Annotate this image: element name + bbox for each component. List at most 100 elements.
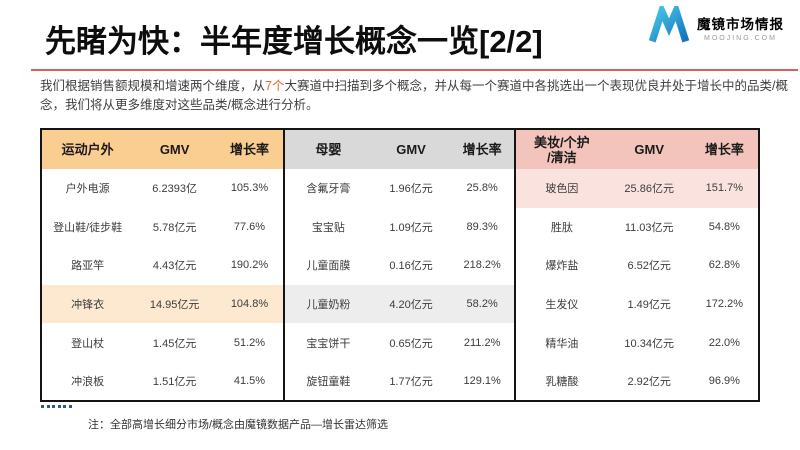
rate-cell: 41.5% — [233, 374, 266, 387]
table-row: 旋钮童鞋 1.77亿元 129.1% — [284, 362, 515, 401]
category-cell: 乳糖酸 — [545, 375, 579, 388]
table-row: 登山杖 1.45亿元 51.2% — [41, 323, 284, 362]
table-row-highlighted: 玻色因 25.86亿元 151.7% — [515, 169, 759, 208]
gmv-cell: 1.49亿元 — [627, 299, 671, 312]
gmv-cell: 0.16亿元 — [389, 260, 433, 273]
rate-cell: 22.0% — [708, 336, 740, 349]
table-row: 生发仪 1.49亿元 172.2% — [515, 285, 759, 324]
table-row: 宝宝贴 1.09亿元 89.3% — [284, 208, 515, 247]
table-beauty-personal-care: 美妆/个护 /清洁 GMV 增长率 玻色因 25.86亿元 151.7% 胜肽 … — [514, 128, 760, 402]
gmv-cell: 1.51亿元 — [152, 375, 197, 388]
category-cell: 登山鞋/徒步鞋 — [53, 221, 123, 234]
category-cell: 爆炸盐 — [545, 260, 579, 273]
gmv-cell: 11.03亿元 — [624, 221, 674, 234]
rate-cell: 104.8% — [215, 284, 284, 324]
rate-cell: 190.2% — [230, 259, 269, 272]
note-dots-decoration — [41, 405, 72, 408]
rate-cell: 105.3% — [230, 182, 269, 195]
rate-cell: 58.2% — [450, 284, 515, 324]
table-row-highlighted: 儿童奶粉 4.20亿元 58.2% — [284, 284, 515, 324]
category-cell: 宝宝饼干 — [306, 337, 351, 350]
page-title: 先睹为快：半年度增长概念一览[2/2] — [45, 24, 543, 59]
category-cell: 冲浪板 — [71, 375, 105, 388]
rate-cell: 62.8% — [708, 259, 740, 272]
table-row: 冲浪板 1.51亿元 41.5% — [41, 362, 284, 401]
gmv-cell: 2.92亿元 — [627, 375, 671, 388]
intro-text: 我们根据销售额规模和增速两个维度，从7个大赛道中扫描到多个概念，并从每一个赛道中… — [40, 77, 790, 115]
category-cell: 旋钮童鞋 — [306, 375, 351, 388]
category-cell: 登山杖 — [71, 337, 105, 350]
category-cell: 胜肽 — [550, 221, 573, 234]
gmv-cell: 4.20亿元 — [371, 284, 451, 324]
table-row: 含氟牙膏 1.96亿元 25.8% — [284, 169, 515, 208]
intro-pre: 我们根据销售额规模和增速两个维度，从 — [40, 79, 266, 93]
gmv-cell: 0.65亿元 — [389, 337, 433, 350]
moojing-m-icon — [648, 1, 690, 49]
intro-highlight: 7个 — [265, 79, 285, 93]
category-cell: 精华油 — [545, 337, 579, 350]
column-header-rate: 增长率 — [690, 129, 759, 169]
gmv-cell: 14.95亿元 — [133, 284, 216, 324]
gmv-cell: 1.96亿元 — [389, 183, 433, 196]
category-cell: 冲锋衣 — [41, 284, 134, 324]
gmv-cell: 6.52亿元 — [627, 260, 671, 273]
table-row: 精华油 10.34亿元 22.0% — [515, 323, 759, 362]
category-cell: 路亚竿 — [71, 260, 105, 273]
table-header-row: 母婴 GMV 增长率 — [284, 129, 515, 169]
table-row: 户外电源 6.2393亿 105.3% — [41, 169, 284, 208]
category-cell: 户外电源 — [65, 183, 110, 196]
rate-cell: 89.3% — [466, 220, 498, 233]
column-header-category: 母婴 — [284, 129, 372, 169]
rate-cell: 218.2% — [463, 259, 501, 272]
gmv-cell: 10.34亿元 — [624, 337, 674, 350]
table-row: 胜肽 11.03亿元 54.8% — [515, 208, 759, 247]
rate-cell: 77.6% — [233, 220, 266, 233]
column-header-category: 运动户外 — [41, 129, 134, 169]
rate-cell: 172.2% — [705, 298, 743, 311]
brand-name: 魔镜市场情报 — [697, 17, 784, 32]
gmv-cell: 5.78亿元 — [152, 221, 197, 234]
brand-logo: 魔镜市场情报 MOOJING.COM — [648, 1, 784, 49]
column-header-gmv: GMV — [133, 129, 216, 169]
category-cell: 儿童面膜 — [306, 260, 351, 273]
column-header-rate: 增长率 — [215, 129, 284, 169]
category-cell: 玻色因 — [515, 169, 608, 208]
category-cell: 儿童奶粉 — [284, 284, 372, 324]
table-row: 儿童面膜 0.16亿元 218.2% — [284, 246, 515, 285]
column-header-rate: 增长率 — [450, 129, 515, 169]
table-row: 乳糖酸 2.92亿元 96.9% — [515, 362, 759, 401]
table-header-row: 美妆/个护 /清洁 GMV 增长率 — [515, 129, 759, 169]
column-header-gmv: GMV — [607, 129, 691, 169]
table-row: 宝宝饼干 0.65亿元 211.2% — [284, 323, 515, 362]
table-row: 路亚竿 4.43亿元 190.2% — [41, 246, 284, 285]
category-cell: 宝宝贴 — [311, 221, 345, 234]
gmv-cell: 25.86亿元 — [607, 169, 691, 208]
table-row: 登山鞋/徒步鞋 5.78亿元 77.6% — [41, 208, 284, 247]
gmv-cell: 1.45亿元 — [152, 337, 197, 350]
rate-cell: 211.2% — [463, 336, 501, 349]
footnote: 注：全部高增长细分市场/概念由魔镜数据产品—增长雷达筛选 — [88, 419, 389, 431]
rate-cell: 25.8% — [466, 182, 498, 195]
title-divider — [31, 69, 798, 71]
rate-cell: 96.9% — [708, 374, 740, 387]
rate-cell: 151.7% — [690, 169, 759, 208]
gmv-cell: 1.09亿元 — [389, 221, 433, 234]
column-header-gmv: GMV — [371, 129, 451, 169]
column-header-category: 美妆/个护 /清洁 — [515, 129, 608, 169]
rate-cell: 129.1% — [463, 374, 501, 387]
category-cell: 生发仪 — [545, 299, 579, 312]
intro-post: 大赛道中扫描到多个概念，并从每一个赛道中各挑选出一个表现优良并处于增长中的品类/… — [40, 79, 788, 112]
table-row: 爆炸盐 6.52亿元 62.8% — [515, 246, 759, 285]
tables-container: 运动户外 GMV 增长率 户外电源 6.2393亿 105.3% 登山鞋/徒步鞋… — [40, 128, 760, 402]
table-sports-outdoor: 运动户外 GMV 增长率 户外电源 6.2393亿 105.3% 登山鞋/徒步鞋… — [40, 128, 285, 402]
rate-cell: 54.8% — [708, 220, 740, 233]
gmv-cell: 6.2393亿 — [152, 183, 197, 196]
table-row-highlighted: 冲锋衣 14.95亿元 104.8% — [41, 284, 284, 324]
gmv-cell: 1.77亿元 — [389, 375, 433, 388]
rate-cell: 51.2% — [233, 336, 266, 349]
gmv-cell: 4.43亿元 — [152, 260, 197, 273]
category-cell: 含氟牙膏 — [306, 183, 351, 196]
table-mother-baby: 母婴 GMV 增长率 含氟牙膏 1.96亿元 25.8% 宝宝贴 1.09亿元 … — [283, 128, 516, 402]
table-header-row: 运动户外 GMV 增长率 — [41, 129, 284, 169]
